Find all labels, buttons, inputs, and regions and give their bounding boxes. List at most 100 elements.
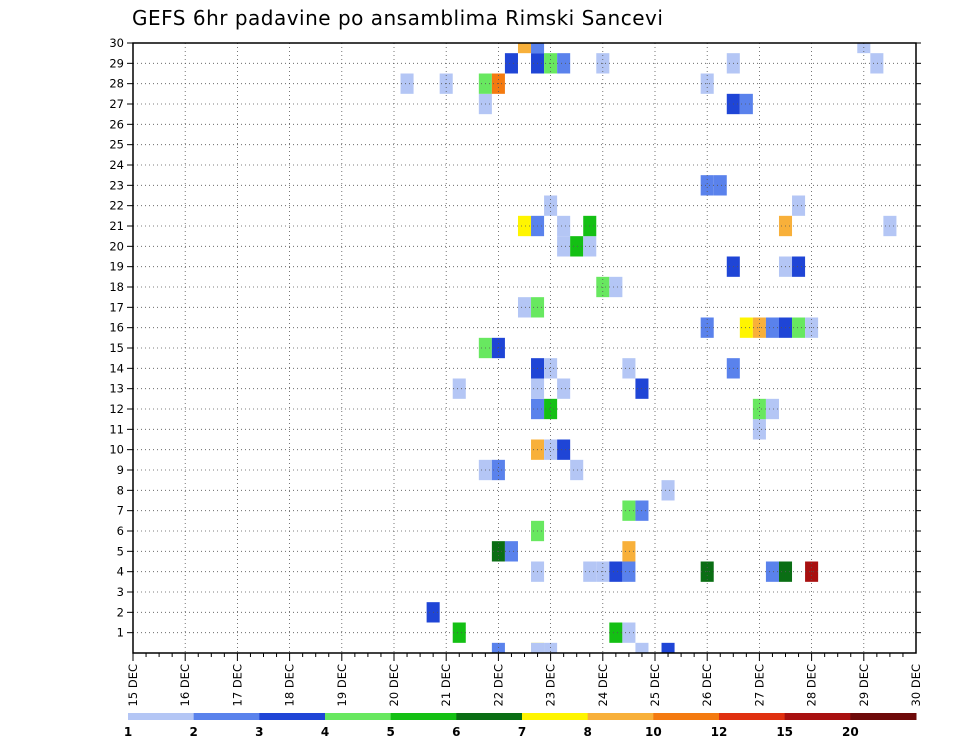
chart-title: GEFS 6hr padavine po ansamblima Rimski S… [132,6,663,30]
precip-cell [400,73,414,94]
grid-lines [133,43,916,653]
y-tick-label: 22 [109,199,124,213]
x-tick-label: 28 DEC [805,664,819,706]
x-tick-label: 22 DEC [491,664,505,706]
colorbar-segment [456,713,523,720]
precip-cell [661,642,675,653]
y-tick-label: 3 [117,585,124,599]
colorbar-label: 15 [776,725,793,739]
colorbar-label: 5 [386,725,394,739]
x-axis: 15 DEC 16 DEC 17 DEC 18 DEC 19 DEC 20 DEC 21 D… [126,653,923,706]
precip-cell [557,439,571,460]
x-tick-label: 18 DEC [283,664,297,706]
y-tick-label: 12 [109,402,124,416]
precip-cell [557,53,571,74]
colorbar-segment [653,713,720,720]
plot-frame [132,42,917,654]
precip-cell [622,541,636,562]
y-tick-label: 30 [109,36,124,50]
x-tick-label: 26 DEC [700,664,714,706]
precip-cell [504,541,518,562]
colorbar-segment [587,713,654,720]
precip-cell [870,53,884,74]
precip-cell [517,43,532,54]
precip-cell [544,439,558,460]
y-tick-label: 8 [117,483,124,497]
precip-cell [544,195,558,216]
y-tick-label: 27 [109,97,124,111]
y-tick-label: 19 [109,260,124,274]
y-tick-label: 4 [117,565,124,579]
colorbar-label: 7 [518,725,526,739]
y-tick-label: 11 [109,422,124,436]
y-tick-label: 25 [109,138,124,152]
precip-cell [609,622,623,643]
precip-cell [570,459,584,481]
precip-cell [792,195,806,216]
colorbar-label: 8 [583,725,591,739]
x-tick-label: 23 DEC [544,664,558,706]
colorbar-segment [325,713,392,720]
colorbar-segment [390,713,457,720]
x-tick-label: 27 DEC [752,664,766,706]
y-tick-label: 21 [109,219,124,233]
precip-cell [622,622,636,643]
colorbar-segment [193,713,260,720]
y-tick-label: 5 [117,544,124,558]
precip-cell [857,43,871,54]
precip-cell [739,93,753,115]
precip-cell [491,459,505,481]
x-tick-label: 17 DEC [230,664,244,706]
colorbar-label: 6 [452,725,460,739]
colorbar-segment [522,713,589,720]
precip-cell [622,561,636,582]
precip-cells [400,43,897,653]
precip-cell [622,358,636,379]
precip-cell [570,236,584,257]
y-tick-label: 20 [109,239,124,253]
x-tick-label: 19 DEC [335,664,349,706]
y-tick-label: 24 [109,158,124,172]
precip-cell [739,317,753,338]
precip-cell [622,500,636,521]
precip-cell [544,358,558,379]
precip-cell [700,175,714,196]
y-tick-label: 7 [117,504,124,518]
precip-cell [765,398,779,420]
x-tick-label: 25 DEC [648,664,662,706]
y-tick-label: 26 [109,117,124,131]
precip-cell [557,378,571,399]
precip-cell [792,256,806,277]
x-tick-label: 30 DEC [909,664,923,706]
x-tick-label: 20 DEC [387,664,401,706]
precip-cell [609,561,623,582]
colorbar-segment [259,713,326,720]
colorbar-segment [784,713,851,720]
precip-cell [557,215,571,237]
y-tick-label: 10 [109,443,124,457]
colorbar-label: 3 [255,725,263,739]
precip-cell [517,297,532,318]
precip-cell [544,398,558,420]
precip-cell [452,622,466,643]
precip-cell [752,419,766,440]
precip-cell [517,215,532,237]
precip-cell [531,43,545,54]
y-tick-label: 1 [117,626,124,640]
colorbar-label: 2 [189,725,197,739]
x-tick-label: 29 DEC [857,664,871,706]
precip-cell [452,378,466,399]
precip-cell [557,236,571,257]
precip-cell [713,175,727,196]
x-tick-label: 16 DEC [178,664,192,706]
colorbar-segment [850,713,917,720]
y-tick-label: 6 [117,524,124,538]
y-tick-label: 14 [109,361,124,375]
x-tick-label: 15 DEC [126,664,140,706]
y-tick-label: 18 [109,280,124,294]
colorbar: 1 2 3 4 5 6 7 8 10 12 15 20 [124,713,917,739]
colorbar-segment [719,713,786,720]
precip-cell [765,561,779,582]
precip-cell [661,480,675,501]
